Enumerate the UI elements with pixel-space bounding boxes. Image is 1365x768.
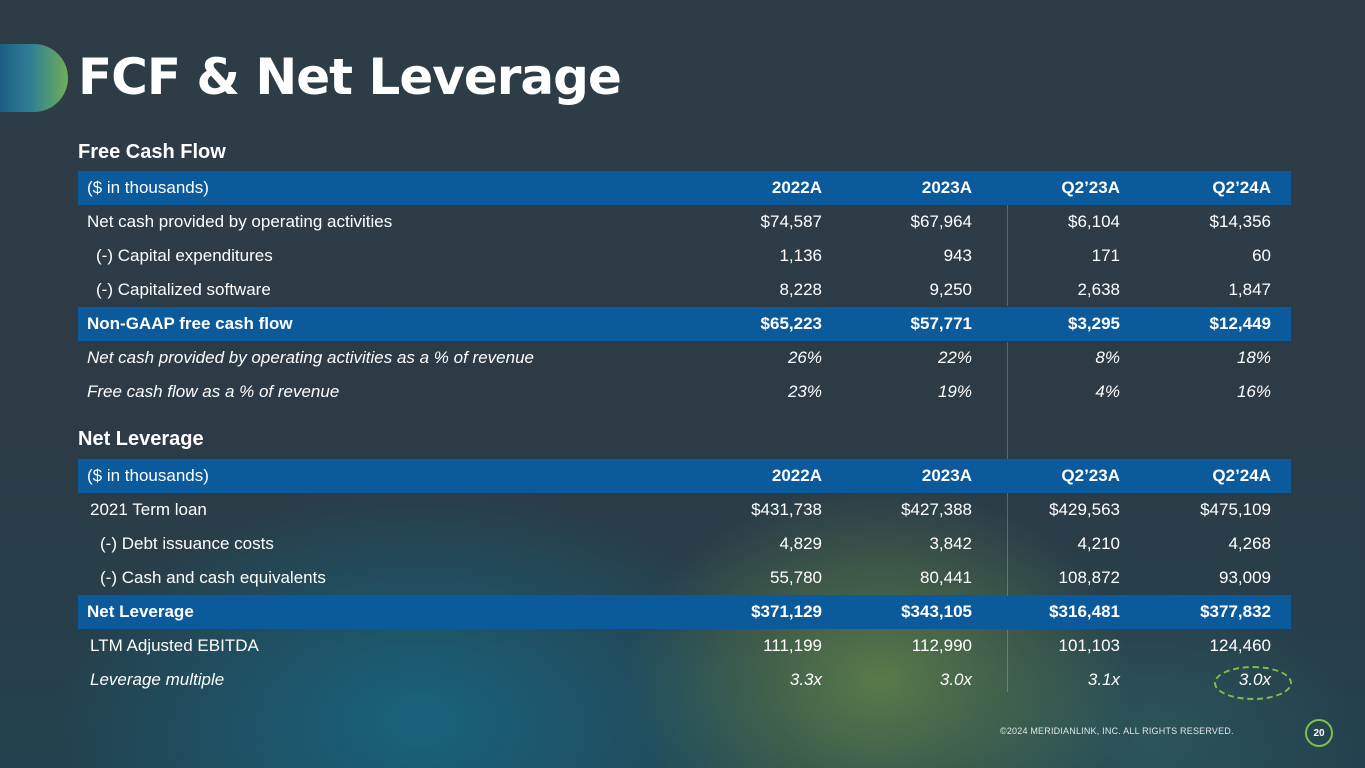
copyright-text: ©2024 MERIDIANLINK, INC. ALL RIGHTS RESE… xyxy=(1000,726,1234,736)
leverage-section-title: Net Leverage xyxy=(78,428,204,450)
cell-value: 4,829 xyxy=(779,534,822,553)
cell-value: $371,129 xyxy=(751,602,822,621)
cell-value: 101,103 xyxy=(1058,636,1120,655)
row-label: (-) Debt issuance costs xyxy=(100,534,274,553)
table-row: Net cash provided by operating activitie… xyxy=(78,341,1291,375)
highlight-circle xyxy=(1214,666,1292,700)
column-divider xyxy=(1007,493,1008,596)
cell-value: 111,199 xyxy=(763,636,822,655)
row-label: (-) Capitalized software xyxy=(96,280,271,299)
cell-value: 2,638 xyxy=(1077,280,1120,299)
cell-value: 3.0x xyxy=(939,670,972,689)
table-row: Net cash provided by operating activitie… xyxy=(78,205,1291,239)
table-row-total: Non-GAAP free cash flow $65,223 $57,771 … xyxy=(78,307,1291,341)
title-accent-shape xyxy=(0,44,68,112)
header-cell: Q2’24A xyxy=(1212,466,1271,485)
leverage-table-header: ($ in thousands) 2022A 2023A Q2’23A Q2’2… xyxy=(78,459,1291,493)
cell-value: 22% xyxy=(937,348,972,367)
cell-value: $3,295 xyxy=(1068,314,1120,333)
row-label: 2021 Term loan xyxy=(90,500,207,519)
cell-value: 1,136 xyxy=(779,246,822,265)
table-row: Leverage multiple 3.3x 3.0x 3.1x 3.0x xyxy=(78,663,1291,697)
table-row: (-) Capitalized software 8,228 9,250 2,6… xyxy=(78,273,1291,307)
row-label: Leverage multiple xyxy=(90,670,225,689)
column-divider xyxy=(1007,342,1008,459)
cell-value: 60 xyxy=(1252,246,1271,265)
cell-value: 3,842 xyxy=(929,534,972,553)
row-label: Net cash provided by operating activitie… xyxy=(87,348,534,367)
header-cell: ($ in thousands) xyxy=(87,466,209,485)
cell-value: 4,210 xyxy=(1077,534,1120,553)
header-cell: Q2’23A xyxy=(1061,466,1120,485)
cell-value: 26% xyxy=(787,348,822,367)
cell-value: $12,449 xyxy=(1209,314,1271,333)
fcf-table: ($ in thousands) 2022A 2023A Q2’23A Q2’2… xyxy=(78,171,1291,409)
row-label: Free cash flow as a % of revenue xyxy=(87,382,340,401)
cell-value: 23% xyxy=(787,382,822,401)
row-label: Net cash provided by operating activitie… xyxy=(87,212,393,231)
cell-value: 80,441 xyxy=(920,568,972,587)
cell-value: $57,771 xyxy=(910,314,972,333)
fcf-table-header: ($ in thousands) 2022A 2023A Q2’23A Q2’2… xyxy=(78,171,1291,205)
row-label: LTM Adjusted EBITDA xyxy=(90,636,259,655)
cell-value: 93,009 xyxy=(1219,568,1271,587)
cell-value: 1,847 xyxy=(1228,280,1271,299)
header-cell: Q2’23A xyxy=(1061,178,1120,197)
cell-value: $316,481 xyxy=(1049,602,1120,621)
row-label: (-) Cash and cash equivalents xyxy=(100,568,326,587)
cell-value: 3.1x xyxy=(1087,670,1120,689)
row-label: Non-GAAP free cash flow xyxy=(87,314,293,333)
page-number: 20 xyxy=(1313,727,1325,739)
header-cell: 2023A xyxy=(921,178,972,197)
cell-value: 16% xyxy=(1236,382,1271,401)
cell-value: $427,388 xyxy=(901,500,972,519)
cell-value: 18% xyxy=(1236,348,1271,367)
cell-value: $343,105 xyxy=(901,602,972,621)
cell-value: 4,268 xyxy=(1228,534,1271,553)
cell-value: 171 xyxy=(1091,246,1120,265)
cell-value: 112,990 xyxy=(911,636,972,655)
header-cell: 2023A xyxy=(921,466,972,485)
cell-value: $6,104 xyxy=(1068,212,1120,231)
cell-value: $65,223 xyxy=(760,314,822,333)
cell-value: 108,872 xyxy=(1058,568,1120,587)
cell-value: $377,832 xyxy=(1200,602,1271,621)
page-number-badge: 20 xyxy=(1305,719,1333,747)
table-row: 2021 Term loan $431,738 $427,388 $429,56… xyxy=(78,493,1291,527)
header-cell: Q2’24A xyxy=(1212,178,1271,197)
table-row: (-) Cash and cash equivalents 55,780 80,… xyxy=(78,561,1291,595)
cell-value: 55,780 xyxy=(770,568,822,587)
cell-value: 8,228 xyxy=(779,280,822,299)
cell-value: 9,250 xyxy=(929,280,972,299)
header-cell: ($ in thousands) xyxy=(87,178,209,197)
row-label: Net Leverage xyxy=(87,602,194,621)
cell-value: $431,738 xyxy=(751,500,822,519)
table-row: Free cash flow as a % of revenue 23% 19%… xyxy=(78,375,1291,409)
header-cell: 2022A xyxy=(771,466,822,485)
cell-value: 943 xyxy=(943,246,972,265)
cell-value: 19% xyxy=(937,382,972,401)
cell-value: $429,563 xyxy=(1049,500,1120,519)
page-title: FCF & Net Leverage xyxy=(78,48,622,106)
cell-value: 124,460 xyxy=(1209,636,1271,655)
cell-value: $67,964 xyxy=(910,212,972,231)
table-row: LTM Adjusted EBITDA 111,199 112,990 101,… xyxy=(78,629,1291,663)
fcf-section-title: Free Cash Flow xyxy=(78,141,226,163)
cell-value: 8% xyxy=(1095,348,1120,367)
header-cell: 2022A xyxy=(771,178,822,197)
leverage-table: ($ in thousands) 2022A 2023A Q2’23A Q2’2… xyxy=(78,459,1291,697)
cell-value: 4% xyxy=(1095,382,1120,401)
column-divider xyxy=(1007,630,1008,692)
table-row: (-) Debt issuance costs 4,829 3,842 4,21… xyxy=(78,527,1291,561)
cell-value: 3.3x xyxy=(789,670,822,689)
table-row-total: Net Leverage $371,129 $343,105 $316,481 … xyxy=(78,595,1291,629)
row-label: (-) Capital expenditures xyxy=(96,246,273,265)
cell-value: $475,109 xyxy=(1200,500,1271,519)
column-divider xyxy=(1007,205,1008,306)
cell-value: $14,356 xyxy=(1209,212,1271,231)
cell-value: $74,587 xyxy=(760,212,822,231)
table-row: (-) Capital expenditures 1,136 943 171 6… xyxy=(78,239,1291,273)
